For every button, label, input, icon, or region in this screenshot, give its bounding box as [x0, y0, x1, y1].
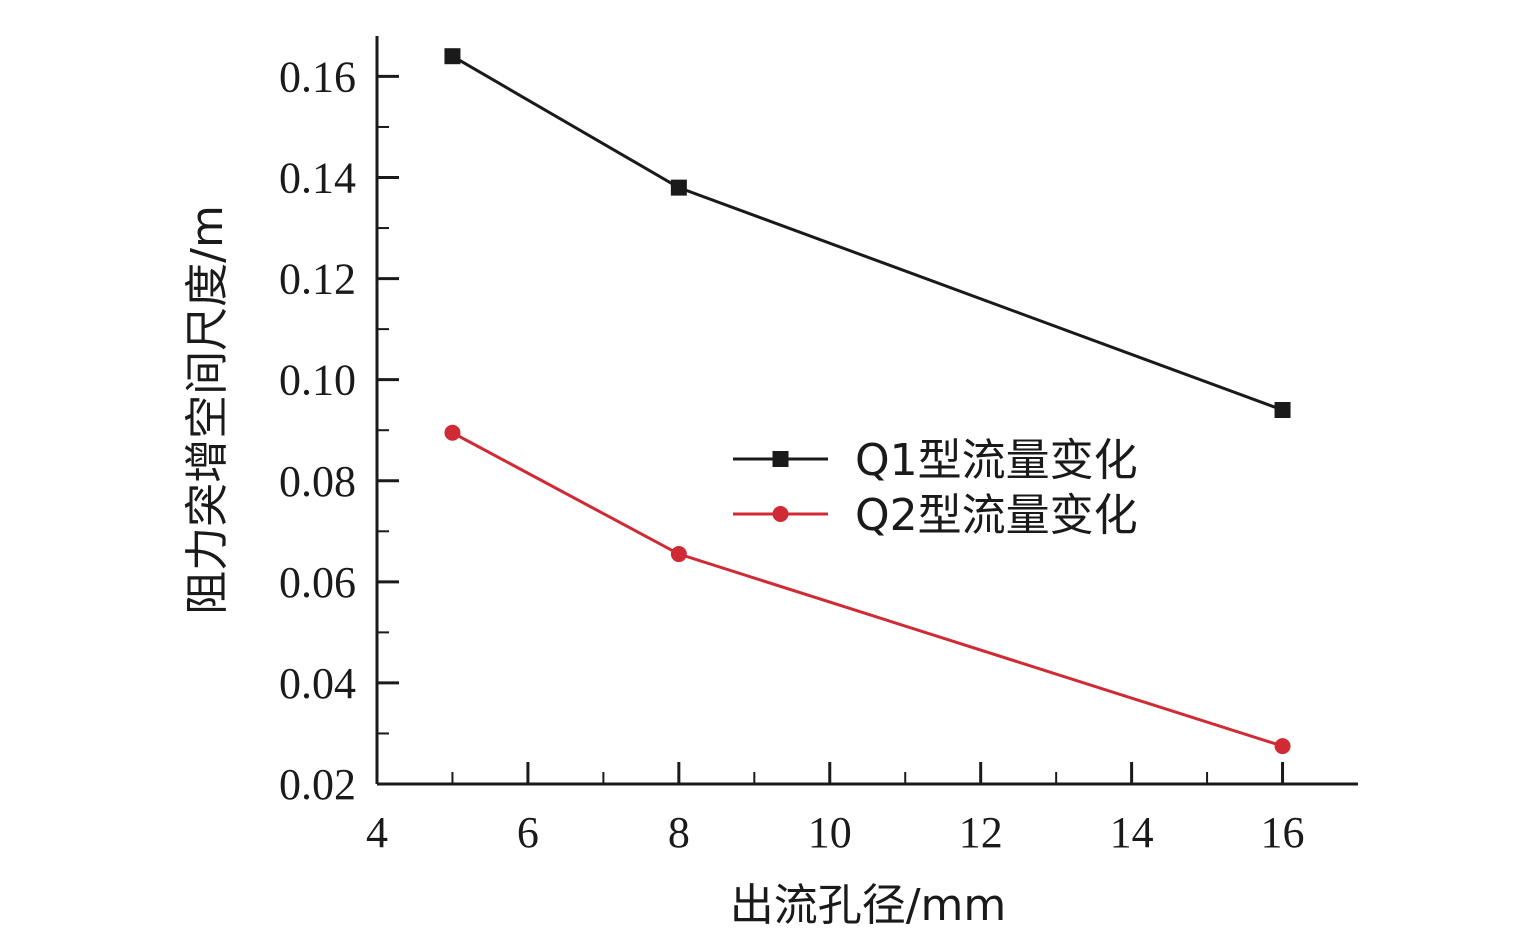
x-axis-title: 出流孔径/mm — [730, 880, 1007, 931]
y-tick-label: 0.06 — [279, 558, 356, 607]
x-tick-label: 16 — [1261, 808, 1305, 857]
legend-label: Q2型流量变化 — [855, 490, 1138, 541]
legend-label: Q1型流量变化 — [855, 435, 1138, 486]
axes: 4 6 8 10 12 14 16 0.02 0.04 0.06 0.08 0.10 0.12 0.14 0… — [279, 36, 1358, 857]
legend-marker — [772, 506, 789, 522]
y-tick-label: 0.14 — [279, 154, 356, 203]
x-tick-label: 4 — [366, 808, 388, 857]
x-tick-label: 6 — [517, 808, 539, 857]
data-point — [444, 424, 461, 441]
y-tick-label: 0.04 — [279, 659, 356, 708]
data-point — [670, 546, 687, 563]
x-tick-label: 8 — [668, 808, 690, 857]
x-tick-label: 14 — [1110, 808, 1154, 857]
series-1 — [444, 48, 1291, 418]
data-point — [1274, 738, 1291, 755]
y-tick-label: 0.10 — [279, 356, 356, 405]
data-point — [444, 48, 461, 65]
y-axis-title: 阻力突增空间尺度/m — [182, 205, 233, 615]
series-1-line — [451, 54, 1284, 412]
series-layer — [444, 48, 1291, 755]
legend-marker — [772, 451, 789, 467]
y-tick-label: 0.12 — [279, 255, 356, 304]
y-tick-label: 0.16 — [279, 52, 356, 101]
series-2 — [444, 424, 1291, 755]
legend-item: Q1型流量变化 — [733, 435, 1138, 486]
legend-item: Q2型流量变化 — [733, 490, 1138, 541]
x-tick-label: 10 — [808, 808, 852, 857]
data-point — [1274, 402, 1291, 418]
data-point — [670, 179, 687, 196]
y-tick-label: 0.02 — [279, 760, 356, 809]
y-tick-label: 0.08 — [279, 457, 356, 506]
x-tick-label: 12 — [959, 808, 1003, 857]
